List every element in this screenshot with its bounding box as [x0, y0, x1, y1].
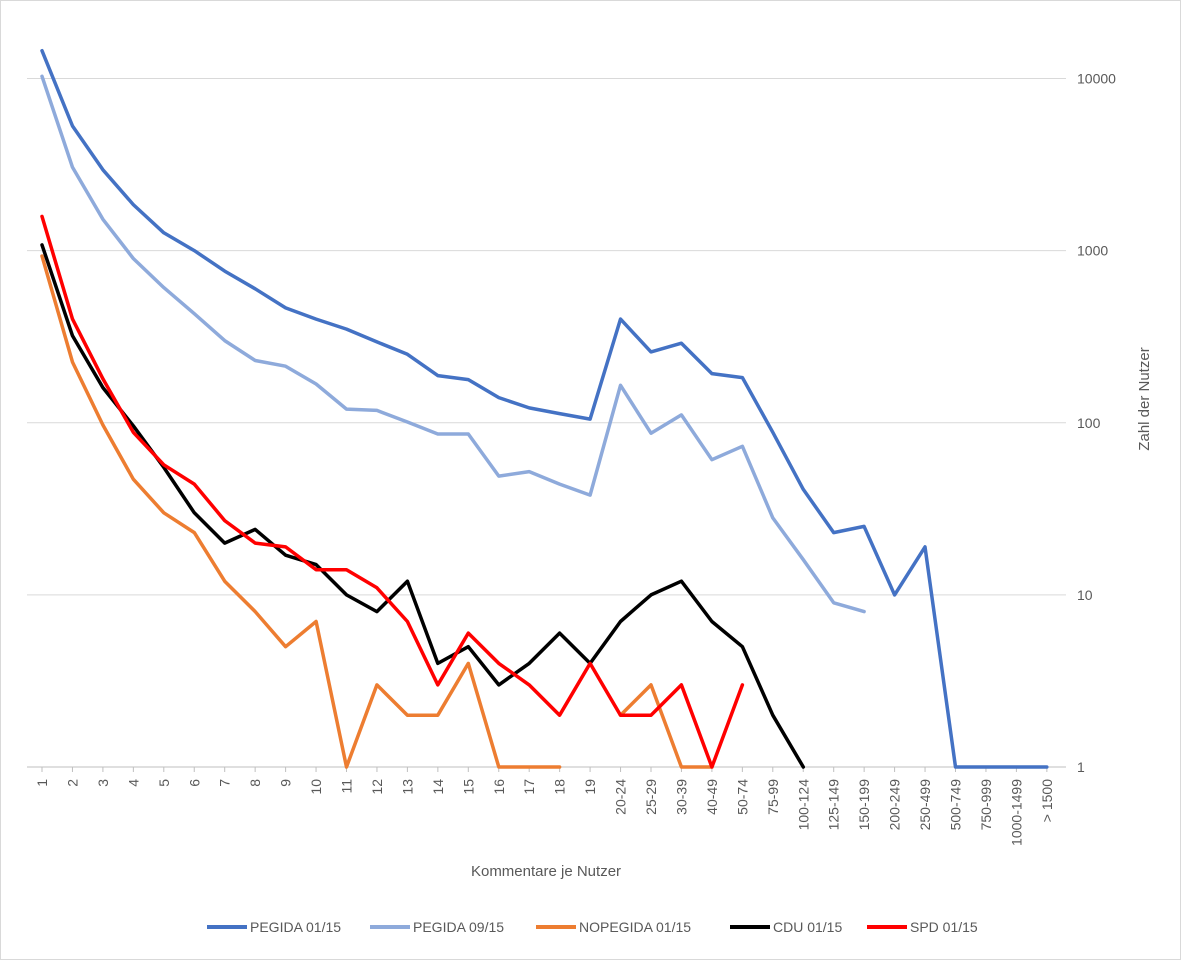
series-line-4 — [40, 214, 745, 769]
x-tick-label: > 1500 — [1039, 779, 1055, 822]
x-tick-label: 1 — [34, 779, 50, 787]
x-tick-label: 20-24 — [613, 779, 629, 815]
x-tick-label: 8 — [247, 779, 263, 787]
x-tick-label: 30-39 — [673, 779, 689, 815]
y-tick-label: 10 — [1077, 587, 1093, 603]
x-tick-label: 250-499 — [917, 779, 933, 831]
legend-label: NOPEGIDA 01/15 — [579, 919, 692, 935]
legend-label: SPD 01/15 — [910, 919, 978, 935]
x-tick-label: 5 — [156, 779, 172, 787]
x-tick-label: 19 — [582, 779, 598, 795]
x-tick-label: 14 — [430, 779, 446, 795]
legend-item: NOPEGIDA 01/15 — [536, 915, 691, 939]
line-chart: 1 2 3 4 5 6 7 8 9 10 11 12 13 14 15 16 17 18 19 20-24 25-29 3… — [27, 48, 1153, 880]
y-axis: 1 10 100 1000 10000 — [1077, 71, 1116, 776]
x-tick-label: 6 — [186, 779, 202, 787]
x-tick-label: 1000-1499 — [1008, 779, 1024, 846]
x-tick-label: 100-124 — [795, 779, 811, 831]
x-tick-label: 200-249 — [887, 779, 903, 831]
legend-swatch — [867, 925, 907, 929]
x-tick-label: 125-149 — [826, 779, 842, 831]
gridlines — [27, 78, 1066, 768]
x-tick-label: 75-99 — [765, 779, 781, 815]
x-tick-label: 3 — [95, 779, 111, 787]
legend-label: PEGIDA 01/15 — [250, 919, 342, 935]
series-lines — [40, 48, 1049, 769]
y-tick-label: 100 — [1077, 415, 1101, 431]
legend-swatch — [207, 925, 247, 929]
x-tick-label: 13 — [399, 779, 415, 795]
x-tick-label: 12 — [369, 779, 385, 795]
x-tick-label: 150-199 — [856, 779, 872, 831]
x-tick-label: 4 — [125, 779, 141, 787]
legend-item: PEGIDA 09/15 — [370, 915, 504, 939]
x-tick-label: 40-49 — [704, 779, 720, 815]
x-tick-label: 16 — [491, 779, 507, 795]
x-tick-label: 500-749 — [948, 779, 964, 831]
series-line-0 — [40, 48, 1049, 769]
x-tick-label: 9 — [278, 779, 294, 787]
legend-swatch — [730, 925, 770, 929]
legend-item: CDU 01/15 — [730, 915, 842, 939]
x-tick-label: 2 — [64, 779, 80, 787]
x-tick-label: 25-29 — [643, 779, 659, 815]
y-tick-label: 10000 — [1077, 71, 1116, 87]
legend-item: PEGIDA 01/15 — [207, 915, 341, 939]
series-line-2 — [40, 254, 714, 769]
x-tick-label: 50-74 — [734, 779, 750, 815]
x-tick-label: 18 — [552, 779, 568, 795]
series-line-3 — [40, 243, 806, 769]
x-tick-label: 10 — [308, 779, 324, 795]
legend-swatch — [536, 925, 576, 929]
y-tick-label: 1000 — [1077, 243, 1108, 259]
x-axis-title: Kommentare je Nutzer — [471, 863, 621, 880]
y-axis-title: Zahl der Nutzer — [1136, 347, 1153, 450]
x-tick-label: 17 — [521, 779, 537, 795]
x-tick-label: 7 — [217, 779, 233, 787]
x-axis: 1 2 3 4 5 6 7 8 9 10 11 12 13 14 15 16 17 18 19 20-24 25-29 3… — [34, 767, 1055, 846]
legend: PEGIDA 01/15 PEGIDA 09/15 NOPEGIDA 01/15 CD… — [1, 915, 1181, 939]
x-tick-label: 11 — [339, 779, 355, 794]
y-tick-label: 1 — [1077, 759, 1085, 775]
legend-label: PEGIDA 09/15 — [413, 919, 505, 935]
legend-item: SPD 01/15 — [867, 915, 978, 939]
legend-swatch — [370, 925, 410, 929]
legend-label: CDU 01/15 — [773, 919, 843, 935]
x-tick-label: 15 — [460, 779, 476, 795]
x-tick-label: 750-999 — [978, 779, 994, 831]
series-line-1 — [40, 74, 866, 614]
